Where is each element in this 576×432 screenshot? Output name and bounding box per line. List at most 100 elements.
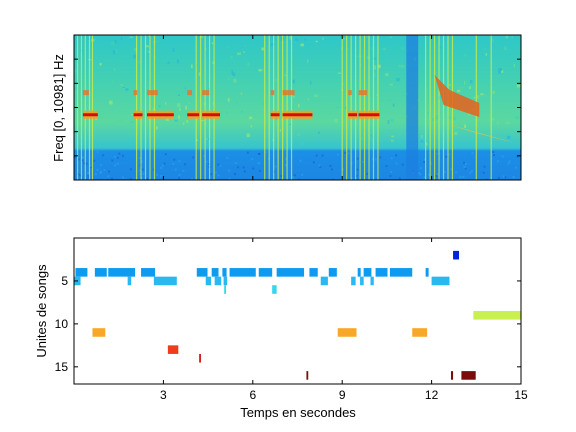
unit-segment [272,285,277,294]
noise-speckle [210,173,213,176]
noise-speckle [374,158,377,161]
unit-segment [211,268,219,277]
noise-speckle [246,133,250,138]
noise-speckle [81,159,84,162]
unit-segment [276,268,305,277]
unit-segment [375,268,388,277]
song-unit-core [82,113,98,117]
noise-speckle [172,47,175,52]
noise-speckle [342,178,345,180]
noise-speckle [204,138,208,140]
noise-speckle [237,52,241,55]
noise-speckle [114,40,117,44]
noise-speckle [284,164,287,167]
noise-speckle [336,106,339,109]
noise-speckle [116,156,119,159]
unit-segment [328,268,337,277]
noise-speckle [284,74,287,77]
noise-speckle [274,165,277,168]
noise-speckle [421,135,423,139]
noise-speckle [376,94,379,96]
noise-speckle [243,170,246,173]
noise-speckle [317,95,321,99]
song-unit-harmonic [358,90,367,96]
noise-speckle [158,105,161,107]
noise-speckle [439,47,441,49]
noise-speckle [471,151,474,154]
noise-speckle [258,69,262,72]
noise-speckle [183,163,186,166]
noise-speckle [83,162,86,165]
noise-speckle [464,167,467,170]
noise-speckle [337,72,341,74]
noise-speckle [251,158,254,160]
noise-speckle [274,78,279,83]
noise-speckle [508,160,511,163]
noise-speckle [240,110,244,113]
noise-speckle [491,118,494,121]
noise-speckle [236,101,238,104]
noise-speckle [356,168,359,171]
unit-segment [360,276,364,286]
unit-segment [337,328,357,337]
noise-speckle [147,35,151,37]
noise-speckle [464,81,466,85]
noise-speckle [129,36,133,38]
x-tick-label: 12 [425,388,439,402]
noise-speckle [146,45,149,48]
noise-speckle [435,174,438,177]
noise-speckle [443,171,446,174]
unit-segment [431,276,450,286]
units-background [74,238,521,384]
noise-speckle [160,166,163,169]
noise-speckle [464,53,466,57]
noise-speckle [453,116,456,121]
noise-speckle [436,173,439,176]
noise-speckle [506,135,511,139]
noise-speckle [186,78,189,81]
unit-segment [473,311,521,320]
noise-speckle [138,157,141,160]
noise-speckle [471,170,473,173]
noise-speckle [298,103,300,108]
noise-speckle [262,102,265,105]
noise-speckle [87,172,89,175]
noise-speckle [377,64,381,69]
song-unit-core [133,113,143,117]
noise-speckle [381,103,384,106]
noise-speckle [318,131,320,134]
y-tick-label: 10 [55,317,69,331]
noise-speckle [156,173,159,176]
noise-speckle [125,88,129,91]
noise-speckle [270,43,275,46]
noise-speckle [502,175,505,178]
noise-speckle [178,177,181,180]
noise-speckle [463,166,466,169]
noise-speckle [200,35,204,39]
noise-speckle [230,56,233,59]
noise-speckle [232,106,236,110]
noise-speckle [448,153,451,156]
noise-speckle [385,73,389,77]
noise-speckle [390,171,393,173]
unit-segment [222,268,227,277]
x-tick-label: 15 [514,388,528,402]
noise-speckle [176,103,181,108]
song-unit-harmonic [133,90,138,96]
noise-speckle [114,164,117,167]
noise-speckle [336,153,339,156]
noise-speckle [190,64,193,69]
noise-speckle [173,158,176,161]
noise-speckle [401,65,405,68]
noise-speckle [160,175,163,178]
noise-speckle [390,119,394,123]
noise-speckle [372,57,377,60]
units-xlabel: Temps en secondes [240,405,356,420]
noise-speckle [505,35,508,39]
unit-segment [363,268,372,277]
noise-speckle [476,95,480,99]
noise-speckle [366,172,369,175]
noise-speckle [172,162,175,165]
noise-speckle [87,176,90,179]
noise-speckle [192,156,195,159]
